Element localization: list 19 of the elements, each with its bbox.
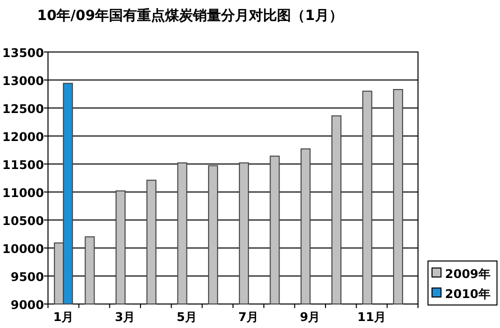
y-tick-label: 12500 bbox=[2, 102, 44, 116]
x-tick-label: 9月 bbox=[300, 310, 320, 324]
y-tick-label: 13000 bbox=[2, 74, 44, 88]
legend-label: 2010年 bbox=[445, 287, 490, 301]
x-tick-label: 3月 bbox=[114, 310, 136, 324]
y-tick-label: 11000 bbox=[2, 186, 44, 200]
y-tick-label: 10000 bbox=[2, 242, 44, 256]
y-tick-label: 10500 bbox=[2, 214, 44, 228]
x-tick-label: 5月 bbox=[176, 310, 197, 324]
y-tick-label: 11500 bbox=[2, 158, 44, 172]
x-tick-label: 7月 bbox=[238, 310, 259, 324]
chart-title: 10年/09年国有重点煤炭销量分月对比图（1月） bbox=[37, 8, 343, 24]
x-tick-label: 11月 bbox=[357, 310, 386, 324]
y-tick-label: 9000 bbox=[10, 298, 44, 312]
y-tick-label: 12000 bbox=[2, 130, 44, 144]
legend-label: 2009年 bbox=[445, 267, 490, 281]
y-tick-label: 9500 bbox=[10, 270, 44, 284]
y-tick-label: 13500 bbox=[2, 46, 44, 60]
x-tick-label: 1月 bbox=[53, 310, 74, 324]
